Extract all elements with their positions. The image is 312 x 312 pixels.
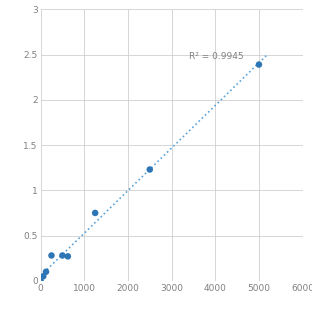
Point [60, 253, 65, 258]
Point [66, 254, 71, 259]
Point [256, 62, 261, 67]
Point [147, 167, 152, 172]
Point [38, 278, 43, 283]
Point [41, 274, 46, 279]
Point [93, 211, 98, 216]
Point [43, 269, 49, 274]
Point [49, 253, 54, 258]
Text: R² = 0.9945: R² = 0.9945 [189, 52, 244, 61]
